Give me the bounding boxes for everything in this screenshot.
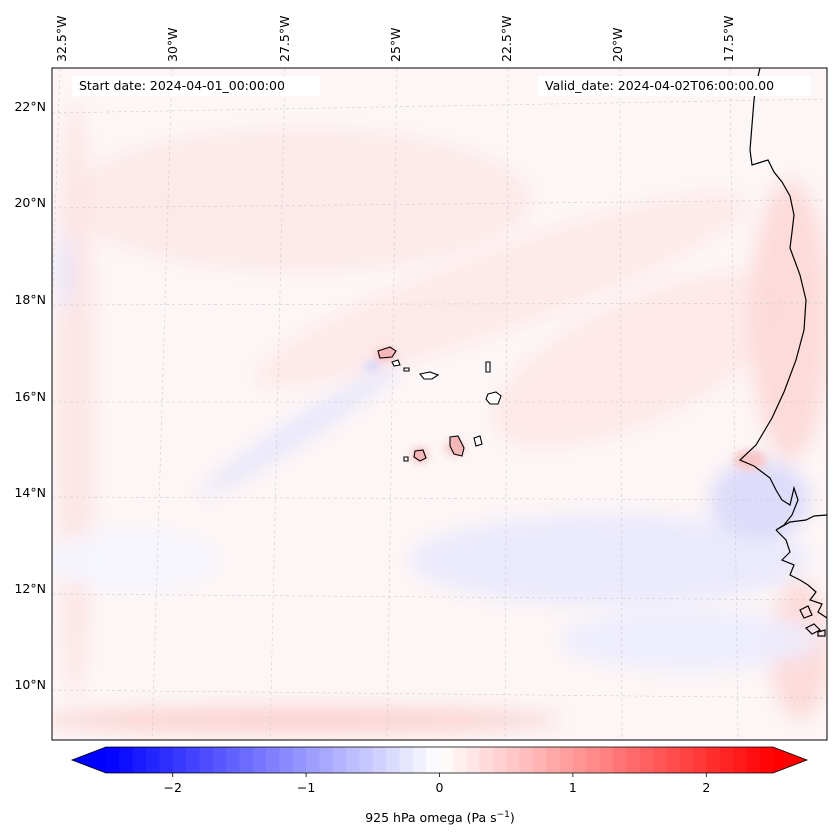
lon-label: 22.5°W xyxy=(499,16,514,62)
colorbar-cell xyxy=(346,747,361,773)
colorbar-extend-high xyxy=(773,747,807,773)
colorbar-cell xyxy=(199,747,214,773)
lat-label: 10°N xyxy=(14,677,46,692)
colorbar-cell xyxy=(599,747,614,773)
colorbar-cell xyxy=(679,747,694,773)
colorbar-cell xyxy=(132,747,147,773)
lat-label: 22°N xyxy=(14,99,46,114)
colorbar-cell xyxy=(119,747,134,773)
lat-label: 16°N xyxy=(14,389,46,404)
colorbar-cell xyxy=(626,747,641,773)
colorbar-cell xyxy=(586,747,601,773)
map-frame xyxy=(51,67,828,741)
colorbar-cell xyxy=(106,747,120,773)
colorbar-cell xyxy=(186,747,200,773)
colorbar-cell xyxy=(212,747,227,773)
colorbar-cell xyxy=(759,747,774,773)
lon-label: 32.5°W xyxy=(54,16,69,62)
colorbar-cell xyxy=(652,747,667,773)
lon-label: 30°W xyxy=(165,27,180,62)
colorbar-cell xyxy=(532,747,547,773)
colorbar: −2 −1 0 1 2 925 hPa omega (Pa s−1) xyxy=(70,746,809,825)
colorbar-cell xyxy=(159,747,174,773)
lat-label: 12°N xyxy=(14,581,46,596)
colorbar-tick-label: 2 xyxy=(702,780,710,795)
colorbar-cell xyxy=(319,747,334,773)
colorbar-cell xyxy=(426,747,441,773)
colorbar-cell xyxy=(279,747,294,773)
colorbar-cell xyxy=(146,747,160,773)
colorbar-cells xyxy=(72,747,807,773)
omega-field xyxy=(52,68,827,740)
cape-verde-islands xyxy=(377,346,502,462)
colorbar-cell xyxy=(359,747,374,773)
longitude-labels: 32.5°W 30°W 27.5°W 25°W 22.5°W 20°W 17.5… xyxy=(54,16,736,62)
colorbar-tick-label: −2 xyxy=(163,780,181,795)
colorbar-label: 925 hPa omega (Pa s−1) xyxy=(365,810,515,825)
colorbar-cell xyxy=(519,747,534,773)
colorbar-cell xyxy=(412,747,427,773)
colorbar-ticks: −2 −1 0 1 2 xyxy=(163,773,710,795)
colorbar-cell xyxy=(492,747,507,773)
lon-label: 20°W xyxy=(610,27,625,62)
lon-label: 25°W xyxy=(388,27,403,62)
latitude-labels: 22°N 20°N 18°N 16°N 14°N 12°N 10°N xyxy=(14,99,46,692)
colorbar-outline xyxy=(70,746,809,774)
coastline-africa xyxy=(738,68,827,637)
gridlines xyxy=(52,68,827,740)
lat-label: 18°N xyxy=(14,292,46,307)
colorbar-cell xyxy=(372,747,387,773)
colorbar-cell xyxy=(399,747,414,773)
colorbar-cell xyxy=(479,747,494,773)
colorbar-cell xyxy=(706,747,721,773)
colorbar-extend-low xyxy=(72,747,106,773)
lat-label: 20°N xyxy=(14,195,46,210)
colorbar-cell xyxy=(666,747,681,773)
colorbar-cell xyxy=(612,747,627,773)
colorbar-cell xyxy=(266,747,281,773)
lon-label: 27.5°W xyxy=(277,16,292,62)
colorbar-cell xyxy=(692,747,707,773)
colorbar-cell xyxy=(239,747,254,773)
colorbar-tick-label: −1 xyxy=(297,780,315,795)
colorbar-cell xyxy=(559,747,574,773)
colorbar-cell xyxy=(252,747,267,773)
colorbar-cell xyxy=(172,747,187,773)
colorbar-cell xyxy=(452,747,467,773)
colorbar-cell xyxy=(292,747,307,773)
lat-label: 14°N xyxy=(14,485,46,500)
lon-label: 17.5°W xyxy=(721,16,736,62)
colorbar-tick-label: 1 xyxy=(569,780,577,795)
valid-date-label: Valid_date: 2024-04-02T06:00:00.00 xyxy=(545,78,774,93)
colorbar-cell xyxy=(506,747,521,773)
colorbar-cell xyxy=(226,747,240,773)
colorbar-cell xyxy=(639,747,654,773)
colorbar-cell xyxy=(732,747,747,773)
colorbar-cell xyxy=(572,747,587,773)
colorbar-tick-label: 0 xyxy=(436,780,444,795)
colorbar-cell xyxy=(332,747,347,773)
colorbar-cell xyxy=(546,747,561,773)
colorbar-cell xyxy=(466,747,481,773)
colorbar-cell xyxy=(386,747,401,773)
colorbar-cell xyxy=(746,747,761,773)
colorbar-cell xyxy=(306,747,321,773)
start-date-label: Start date: 2024-04-01_00:00:00 xyxy=(79,78,285,93)
colorbar-cell xyxy=(439,747,454,773)
colorbar-cell xyxy=(719,747,734,773)
